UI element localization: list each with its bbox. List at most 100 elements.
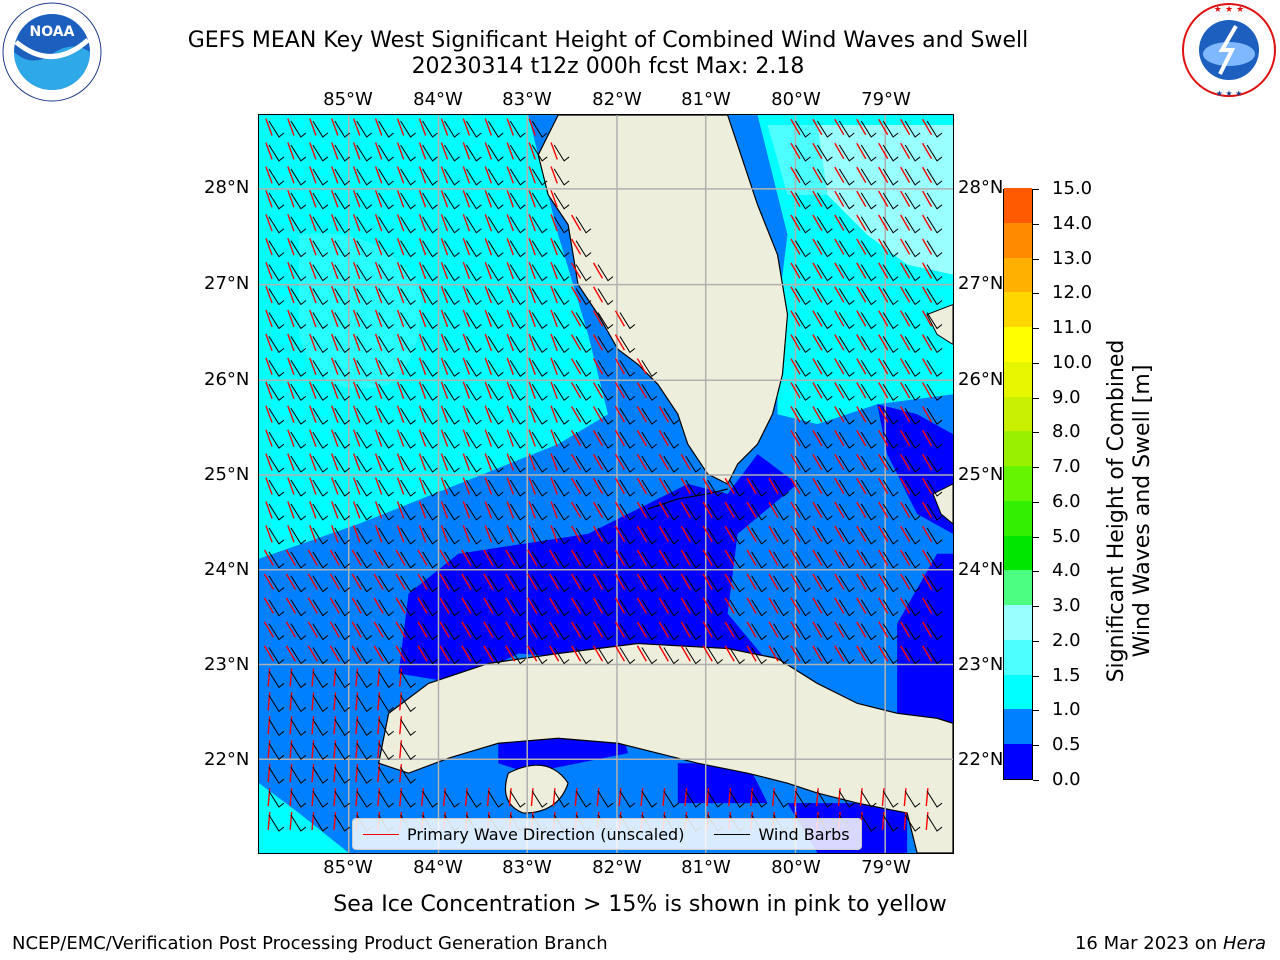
wind-barb xyxy=(378,695,394,713)
wind-barb xyxy=(356,695,372,713)
colorbar-segment xyxy=(1004,743,1032,779)
wave-direction-arrow xyxy=(440,501,449,519)
wave-direction-arrow xyxy=(878,477,889,495)
wave-direction-arrow xyxy=(309,357,317,376)
wave-direction-arrow xyxy=(856,573,867,590)
lon-label-bottom: 82°W xyxy=(592,857,642,878)
wave-direction-arrow xyxy=(900,406,911,423)
wave-direction-arrow xyxy=(790,166,801,184)
wave-direction-arrow xyxy=(307,621,318,638)
wind-barb xyxy=(904,431,921,449)
wind-barb xyxy=(685,575,702,593)
wind-barb xyxy=(422,503,438,521)
wind-barb xyxy=(773,575,789,593)
wind-barb xyxy=(356,312,372,330)
wave-direction-arrow xyxy=(550,166,558,184)
colorbar-segment xyxy=(1004,187,1032,223)
wave-direction-arrow xyxy=(374,429,383,447)
wind-barb xyxy=(904,360,921,378)
wave-direction-arrow xyxy=(528,261,536,280)
wind-barb xyxy=(795,240,811,258)
wave-direction-arrow xyxy=(768,525,779,542)
wave-direction-arrow xyxy=(439,645,450,662)
wave-direction-arrow xyxy=(592,501,604,519)
wind-barb xyxy=(816,144,833,162)
wave-direction-arrow xyxy=(528,405,536,423)
wind-barb xyxy=(268,192,285,210)
wind-barb xyxy=(378,647,394,665)
wind-barb xyxy=(575,264,592,282)
wave-direction-arrow xyxy=(484,477,493,495)
wave-direction-arrow xyxy=(550,261,558,280)
wind-barb xyxy=(838,551,855,569)
colorbar-tick-mark xyxy=(1033,362,1039,364)
wave-direction-arrow xyxy=(549,621,560,638)
wind-barb xyxy=(597,790,614,808)
wave-direction-arrow xyxy=(856,477,867,495)
wave-direction-arrow xyxy=(592,645,604,662)
wind-barb xyxy=(268,144,285,162)
wind-barb xyxy=(487,575,504,593)
wind-barb xyxy=(795,168,811,186)
wave-direction-arrow xyxy=(834,358,845,375)
wind-barb xyxy=(400,479,416,497)
wind-barb xyxy=(882,575,899,593)
wind-barb xyxy=(904,503,921,521)
wave-direction-arrow xyxy=(329,549,340,566)
wave-direction-arrow xyxy=(352,261,361,280)
wind-barb xyxy=(268,240,285,258)
wave-direction-arrow xyxy=(329,573,340,590)
wave-direction-arrow xyxy=(528,333,536,352)
graticule xyxy=(259,115,953,853)
wave-direction-arrow xyxy=(506,285,515,304)
wave-direction-arrow xyxy=(396,285,405,304)
wave-direction-arrow xyxy=(636,597,647,614)
wind-barb xyxy=(838,479,855,497)
wave-direction-arrow xyxy=(418,357,427,376)
wind-barb xyxy=(795,599,811,617)
wind-barb xyxy=(290,527,307,545)
wind-barb xyxy=(422,336,438,354)
wind-barb xyxy=(597,264,614,282)
wave-direction-arrow xyxy=(856,262,867,279)
wind-barb-legend-label: Wind Barbs xyxy=(758,824,850,844)
wind-barb xyxy=(707,551,723,569)
wave-direction-arrow xyxy=(812,358,823,375)
wind-barb xyxy=(773,647,789,665)
wind-barb xyxy=(290,384,307,401)
colorbar-tick-label: 7.0 xyxy=(1052,456,1081,478)
wave-direction-arrow xyxy=(265,405,273,423)
wind-barb xyxy=(795,479,811,497)
wave-direction-arrow xyxy=(658,525,669,542)
wind-barb xyxy=(400,671,416,689)
wave-direction-arrow xyxy=(812,118,823,136)
wave-direction-arrow xyxy=(506,214,515,232)
wave-direction-arrow xyxy=(374,405,383,423)
wind-barb xyxy=(816,575,833,593)
wave-direction-arrow xyxy=(483,621,494,638)
wave-direction-arrow xyxy=(834,118,845,136)
wave-direction-arrow xyxy=(417,549,428,566)
wind-barb xyxy=(685,455,702,473)
wind-barb xyxy=(795,120,811,138)
wave-direction-arrow xyxy=(440,333,449,352)
wave-direction-arrow xyxy=(506,381,515,399)
wave-direction-arrow xyxy=(900,286,911,303)
wind-barb xyxy=(575,240,592,258)
wind-barb xyxy=(816,431,833,449)
wind-barb xyxy=(268,288,285,306)
wave-direction-arrow xyxy=(878,382,889,399)
wind-barb xyxy=(816,168,833,186)
wind-barb xyxy=(926,503,943,521)
wave-direction-arrow xyxy=(528,166,536,184)
wind-barb xyxy=(553,360,570,378)
wind-barb xyxy=(378,455,394,473)
wind-barb xyxy=(465,407,482,425)
wave-direction-arrow xyxy=(856,118,867,136)
wave-direction-arrow xyxy=(309,501,317,519)
wind-barb xyxy=(882,431,899,449)
wind-barb xyxy=(795,216,811,234)
wind-barb xyxy=(268,479,285,497)
wind-barb xyxy=(290,264,307,282)
wind-barb xyxy=(531,312,548,330)
